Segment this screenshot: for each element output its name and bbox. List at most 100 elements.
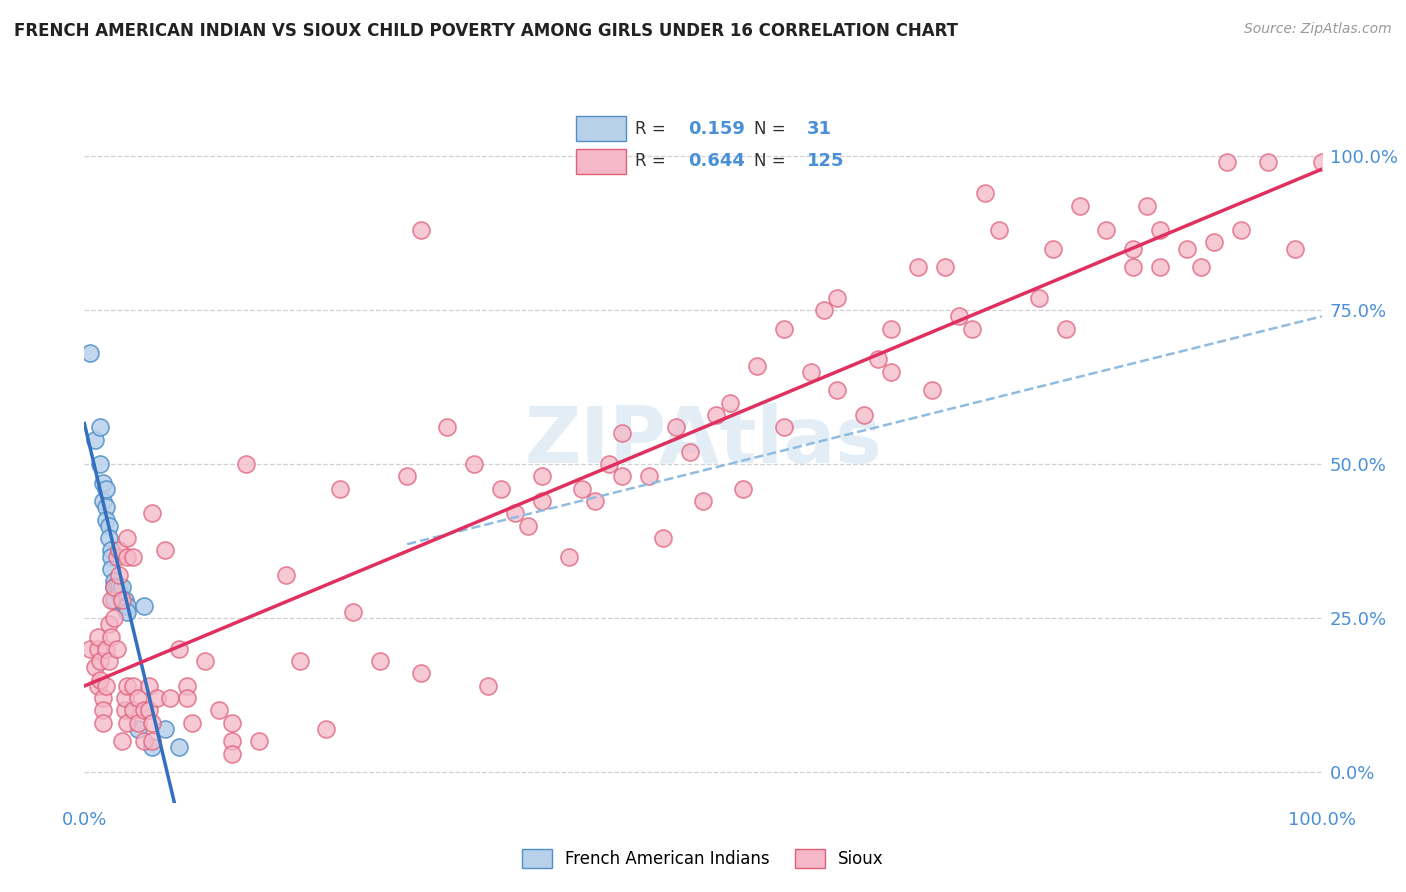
Text: 125: 125 — [807, 153, 845, 170]
Point — [342, 605, 364, 619]
Point — [132, 703, 155, 717]
Point — [853, 408, 876, 422]
Point — [503, 507, 526, 521]
Text: ZIPAtlas: ZIPAtlas — [524, 403, 882, 479]
Point — [100, 630, 122, 644]
Point — [827, 384, 849, 398]
Point — [84, 660, 107, 674]
Point — [100, 562, 122, 576]
Point — [117, 599, 139, 613]
Point — [1028, 291, 1050, 305]
Point — [103, 580, 125, 594]
Point — [114, 592, 136, 607]
Point — [167, 740, 190, 755]
Point — [477, 679, 499, 693]
Point — [491, 482, 513, 496]
Point — [108, 568, 131, 582]
Point — [94, 512, 117, 526]
Point — [105, 580, 128, 594]
Point — [121, 679, 143, 693]
Point — [1054, 321, 1077, 335]
Point — [235, 457, 257, 471]
Point — [141, 734, 163, 748]
Point — [530, 469, 553, 483]
Point — [159, 691, 181, 706]
Text: N =: N = — [754, 153, 792, 170]
Point — [921, 384, 943, 398]
Point — [745, 359, 768, 373]
Text: 0.644: 0.644 — [688, 153, 745, 170]
Point — [108, 543, 131, 558]
Y-axis label: Child Poverty Among Girls Under 16: Child Poverty Among Girls Under 16 — [0, 305, 8, 605]
Point — [866, 352, 889, 367]
Point — [121, 703, 143, 717]
Point — [974, 186, 997, 201]
Point — [176, 691, 198, 706]
Point — [733, 482, 755, 496]
Text: 0.159: 0.159 — [688, 120, 745, 137]
Text: Source: ZipAtlas.com: Source: ZipAtlas.com — [1244, 22, 1392, 37]
Point — [1257, 155, 1279, 169]
Point — [111, 580, 134, 594]
Point — [127, 715, 149, 730]
Point — [84, 433, 107, 447]
Point — [678, 445, 700, 459]
Point — [138, 703, 160, 717]
Point — [1216, 155, 1239, 169]
Text: R =: R = — [636, 120, 671, 137]
Point — [141, 715, 163, 730]
FancyBboxPatch shape — [575, 149, 627, 174]
Point — [127, 722, 149, 736]
Point — [800, 365, 823, 379]
Point — [1149, 260, 1171, 274]
Point — [772, 420, 794, 434]
Point — [91, 715, 114, 730]
Point — [194, 654, 217, 668]
Point — [117, 679, 139, 693]
Point — [612, 469, 634, 483]
Point — [91, 475, 114, 490]
Point — [409, 666, 432, 681]
Point — [221, 747, 243, 761]
Point — [103, 611, 125, 625]
Point — [167, 641, 190, 656]
Point — [329, 482, 352, 496]
Point — [274, 568, 297, 582]
Point — [1042, 242, 1064, 256]
Point — [530, 494, 553, 508]
Point — [100, 592, 122, 607]
Point — [132, 734, 155, 748]
Point — [79, 641, 101, 656]
Point — [557, 549, 579, 564]
Point — [97, 531, 120, 545]
Point — [813, 303, 835, 318]
Point — [108, 580, 131, 594]
Point — [100, 543, 122, 558]
Point — [1122, 242, 1144, 256]
Legend: French American Indians, Sioux: French American Indians, Sioux — [516, 842, 890, 874]
Point — [880, 365, 903, 379]
Point — [100, 549, 122, 564]
Point — [127, 691, 149, 706]
Point — [91, 494, 114, 508]
Point — [121, 549, 143, 564]
Point — [114, 703, 136, 717]
Point — [772, 321, 794, 335]
Point — [117, 715, 139, 730]
Point — [718, 395, 741, 409]
Point — [1136, 198, 1159, 212]
Point — [103, 592, 125, 607]
Point — [141, 507, 163, 521]
Point — [1175, 242, 1198, 256]
Point — [87, 679, 110, 693]
Point — [571, 482, 593, 496]
Point — [960, 321, 983, 335]
Point — [1095, 223, 1118, 237]
Point — [368, 654, 391, 668]
Point — [94, 679, 117, 693]
Point — [651, 531, 673, 545]
Point — [91, 703, 114, 717]
Point — [103, 580, 125, 594]
Point — [97, 617, 120, 632]
Point — [987, 223, 1010, 237]
